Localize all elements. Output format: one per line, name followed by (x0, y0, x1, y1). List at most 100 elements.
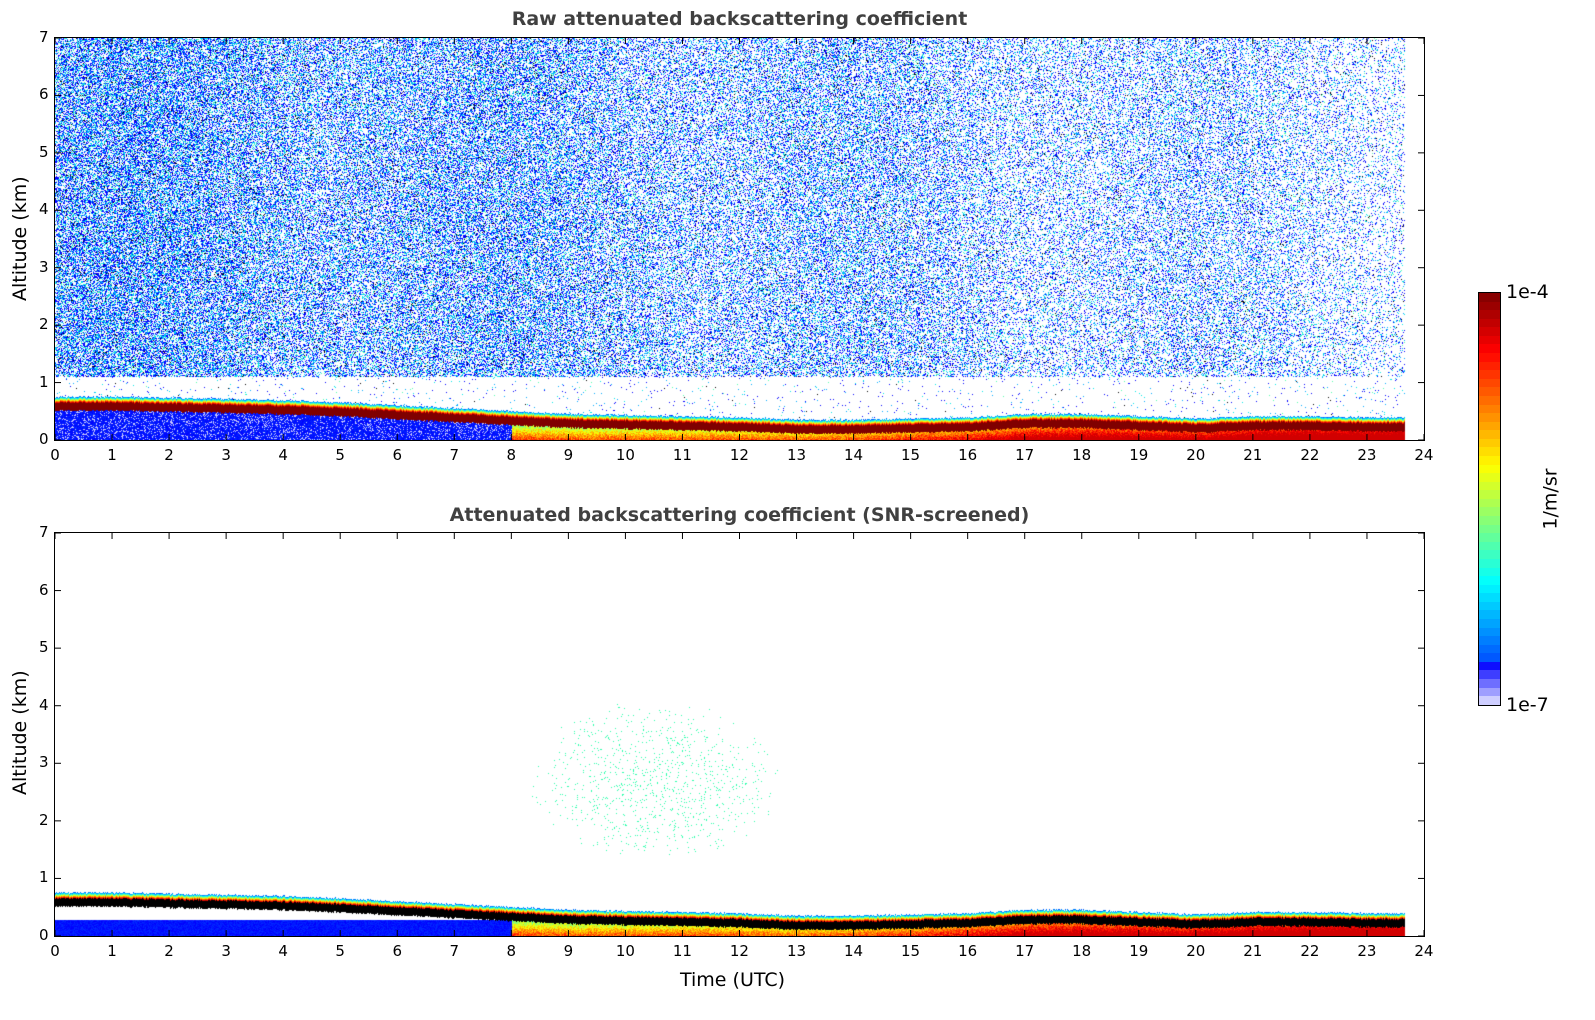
colorbar-max-label: 1e-4 (1506, 281, 1549, 303)
colorbar-segment (1479, 541, 1500, 551)
x-tick-label: 21 (1243, 942, 1263, 960)
bottom-plot-title: Attenuated backscattering coefficient (S… (449, 504, 1030, 526)
x-tick-label: 7 (449, 446, 460, 464)
colorbar-segment (1479, 490, 1500, 499)
y-tick-label: 7 (39, 523, 49, 541)
colorbar-segment (1479, 670, 1500, 680)
colorbar-segment (1479, 576, 1500, 585)
bottom-ylabel: Altitude (km) (9, 670, 31, 795)
colorbar-segment (1479, 438, 1500, 448)
x-tick-label: 12 (729, 446, 749, 464)
x-tick-label: 20 (1186, 446, 1206, 464)
colorbar-segment (1479, 293, 1500, 302)
x-tick-label: 2 (164, 446, 174, 464)
y-tick-label: 1 (39, 372, 49, 391)
x-tick-label: 0 (50, 942, 60, 960)
x-tick-label: 6 (392, 942, 402, 960)
colorbar-segment (1479, 421, 1500, 431)
colorbar-segment (1479, 413, 1500, 422)
colorbar-segment (1479, 524, 1500, 534)
x-tick-label: 15 (901, 446, 921, 464)
top-ylabel: Altitude (km) (9, 176, 31, 301)
y-tick-label: 7 (39, 28, 49, 46)
colorbar-segment (1479, 335, 1500, 345)
colorbar-segment (1479, 618, 1500, 628)
colorbar-segment (1479, 327, 1500, 336)
x-tick-label: 4 (278, 446, 288, 464)
x-tick-label: 5 (335, 942, 345, 960)
colorbar-segment (1479, 447, 1500, 456)
x-tick-label: 22 (1300, 942, 1320, 960)
x-tick-label: 23 (1357, 942, 1377, 960)
colorbar-segment (1479, 516, 1500, 525)
colorbar-segment (1479, 318, 1500, 328)
y-tick-label: 0 (39, 926, 49, 944)
colorbar-segment (1479, 481, 1500, 491)
y-tick-label: 3 (39, 257, 49, 276)
x-tick-label: 20 (1186, 942, 1206, 960)
colorbar-segment (1479, 627, 1500, 637)
x-tick-label: 19 (1129, 942, 1149, 960)
x-tick-label: 14 (843, 446, 864, 464)
colorbar-segment (1479, 395, 1500, 405)
colorbar-segment (1479, 473, 1500, 482)
x-tick-label: 0 (50, 446, 60, 464)
colorbar-segment (1479, 404, 1500, 414)
colorbar-segment (1479, 464, 1500, 474)
x-tick-label: 17 (1015, 942, 1035, 960)
colorbar-segment (1479, 550, 1500, 559)
colorbar-segment (1479, 455, 1500, 465)
colorbar-segment (1479, 533, 1500, 542)
colorbar-segment (1479, 344, 1500, 354)
colorbar-segment (1479, 653, 1500, 662)
colorbar-segment (1479, 636, 1500, 645)
x-tick-label: 8 (506, 446, 517, 464)
x-tick-label: 23 (1357, 446, 1377, 464)
y-tick-label: 4 (39, 200, 49, 219)
x-tick-label: 24 (1414, 942, 1434, 960)
colorbar-segment (1479, 370, 1500, 379)
y-tick-label: 2 (39, 315, 49, 334)
y-tick-label: 5 (39, 142, 49, 161)
colorbar-unit-label: 1/m/sr (1539, 468, 1562, 530)
top-axes-ticks (54, 37, 1425, 441)
x-tick-label: 11 (672, 446, 692, 464)
colorbar-segment (1479, 378, 1500, 388)
colorbar-segment (1479, 679, 1500, 688)
bottom-xlabel: Time (UTC) (680, 969, 786, 991)
x-tick-label: 5 (335, 446, 345, 464)
colorbar-segment (1479, 558, 1500, 568)
bottom-axes-ticks (54, 532, 1425, 937)
x-tick-label: 4 (278, 942, 288, 960)
colorbar-segment (1479, 310, 1500, 319)
y-tick-label: 0 (39, 430, 49, 448)
y-tick-label: 3 (39, 753, 49, 772)
colorbar-segment (1479, 353, 1500, 362)
x-tick-label: 22 (1300, 446, 1320, 464)
colorbar-segment (1479, 507, 1500, 517)
colorbar-segment (1479, 593, 1500, 602)
x-tick-label: 8 (506, 942, 517, 960)
screened-backscatter-heatmap (55, 533, 1424, 936)
y-tick-label: 6 (39, 580, 49, 599)
x-tick-label: 13 (786, 446, 807, 464)
x-tick-label: 7 (449, 942, 460, 960)
x-tick-label: 19 (1129, 446, 1149, 464)
colorbar-segment (1479, 387, 1500, 396)
screened-backscatter-plot: 0 1 2 3 4 5 6 7 8 9 10 11 12 13 14 15 16 17 18 19 20 21 22 23 24… (39, 523, 1433, 960)
x-tick-label: 11 (672, 942, 692, 960)
x-tick-label: 21 (1243, 446, 1263, 464)
x-tick-label: 3 (221, 446, 231, 464)
colorbar-segment (1479, 696, 1500, 705)
x-tick-label: 1 (107, 446, 117, 464)
x-tick-label: 16 (958, 446, 978, 464)
colorbar-segment (1479, 601, 1500, 611)
x-tick-label: 3 (221, 942, 231, 960)
x-tick-label: 16 (958, 942, 978, 960)
x-tick-label: 2 (164, 942, 174, 960)
x-tick-label: 9 (563, 446, 574, 464)
x-tick-label: 10 (615, 446, 635, 464)
y-tick-label: 6 (39, 85, 49, 104)
colorbar-segment (1479, 361, 1500, 371)
colorbar (1478, 292, 1501, 706)
